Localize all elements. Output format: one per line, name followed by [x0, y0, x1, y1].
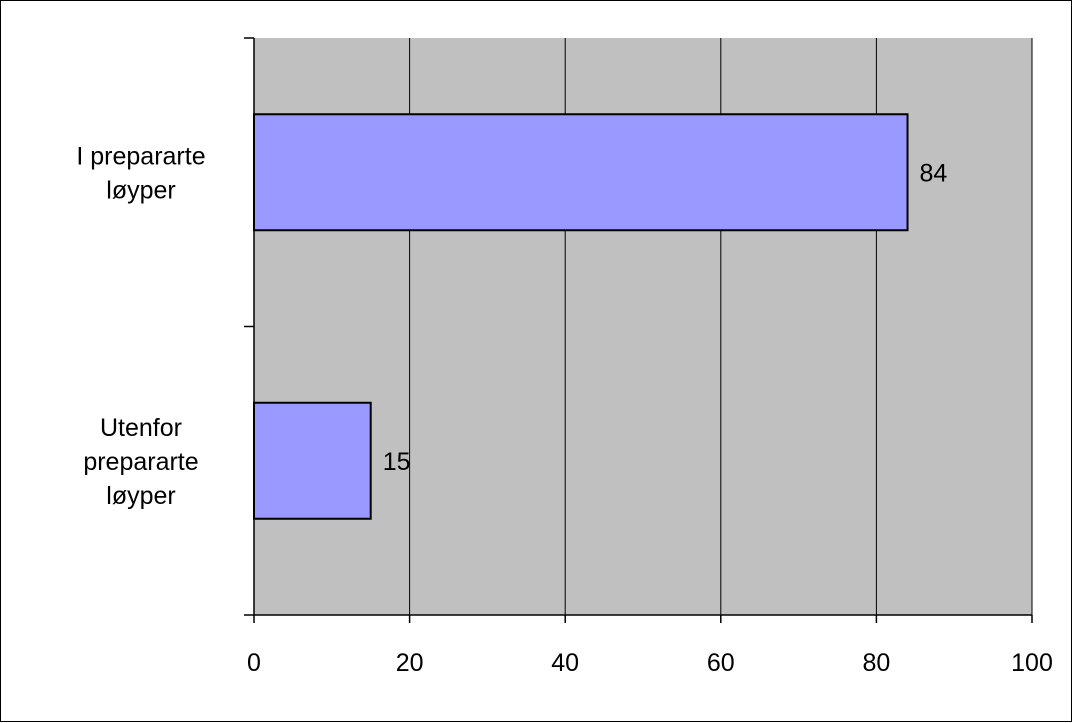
x-tick-label-40: 40	[551, 649, 579, 677]
category-label-0-line-1: løyper	[106, 176, 175, 204]
category-label-1-line-1: prepararte	[83, 448, 198, 476]
bar-1	[253, 401, 372, 520]
x-tick-label-0: 0	[247, 649, 261, 677]
category-label-1-line-2: løyper	[106, 482, 175, 510]
x-tick-label-80: 80	[862, 649, 890, 677]
x-tick-label-20: 20	[396, 649, 424, 677]
x-tick-label-60: 60	[707, 649, 735, 677]
x-tick-label-100: 100	[1011, 649, 1053, 677]
category-label-0-line-0: I prepararte	[76, 142, 205, 170]
data-label-1: 15	[383, 448, 411, 476]
bar-0	[253, 113, 909, 232]
category-label-1-line-0: Utenfor	[100, 414, 182, 442]
data-label-0: 84	[920, 159, 948, 187]
